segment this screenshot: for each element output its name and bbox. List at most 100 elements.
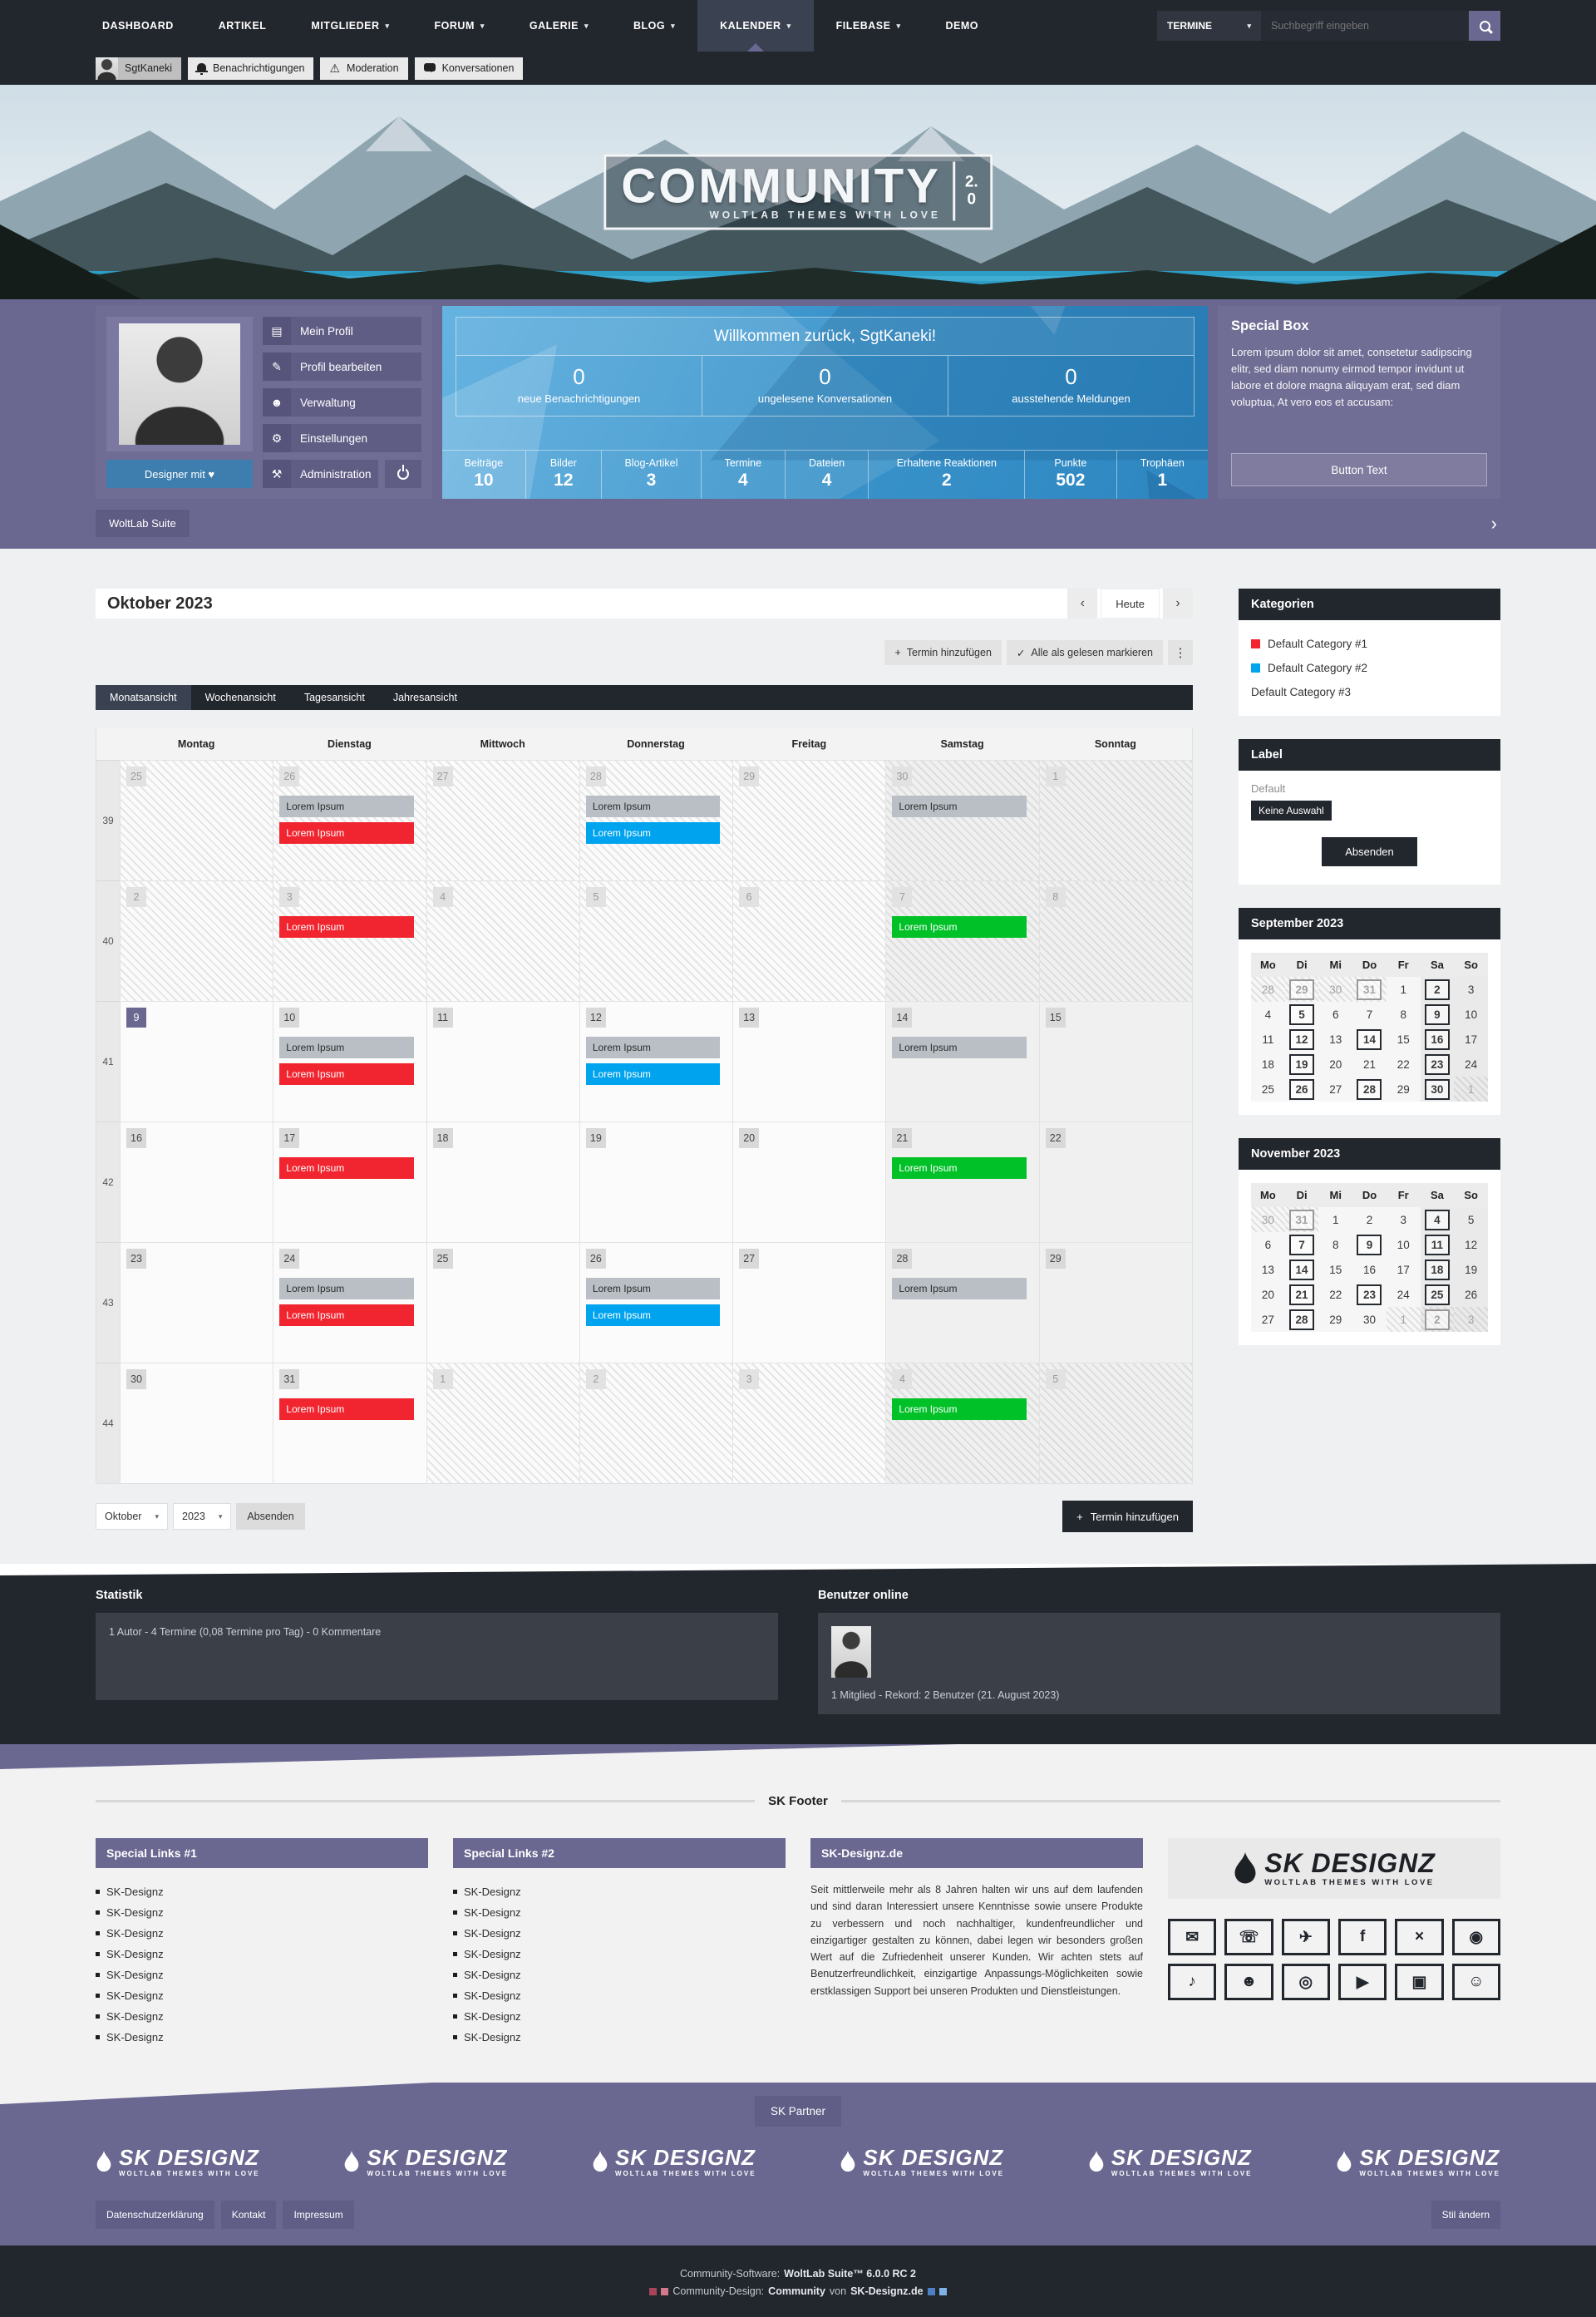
footer-link[interactable]: SK-Designz bbox=[96, 2006, 428, 2027]
counter-erhaltene-reaktionen[interactable]: Erhaltene Reaktionen 2 bbox=[868, 451, 1024, 499]
calendar-day-cell[interactable]: 28 Lorem Ipsum Lorem Ipsum bbox=[579, 760, 733, 880]
event-red[interactable]: Lorem Ipsum bbox=[279, 1157, 414, 1179]
mark-all-read-button[interactable]: ✓ Alle als gelesen markieren bbox=[1006, 640, 1163, 665]
calendar-day-cell[interactable]: 24 Lorem Ipsum Lorem Ipsum bbox=[273, 1242, 426, 1363]
woltlab-suite-button[interactable]: WoltLab Suite bbox=[96, 510, 190, 537]
search-button[interactable] bbox=[1469, 11, 1500, 41]
mini-day-cell[interactable]: 14 bbox=[1352, 1027, 1387, 1052]
mini-day-cell[interactable]: 20 bbox=[1251, 1282, 1285, 1307]
footer-link[interactable]: SK-Designz bbox=[96, 1881, 428, 1902]
calendar-day-cell[interactable]: 21 Lorem Ipsum bbox=[885, 1122, 1039, 1242]
calendar-day-cell[interactable]: 13 bbox=[732, 1001, 886, 1122]
calendar-day-cell[interactable]: 29 bbox=[1038, 1242, 1192, 1363]
calendar-day-cell[interactable]: 11 bbox=[426, 1001, 579, 1122]
counter-beitr-ge[interactable]: Beiträge 10 bbox=[442, 451, 525, 499]
calendar-day-cell[interactable]: 16 bbox=[120, 1122, 273, 1242]
nav-item-filebase[interactable]: FILEBASE ▾ bbox=[814, 0, 924, 52]
calendar-day-cell[interactable]: 27 bbox=[732, 1242, 886, 1363]
design-name[interactable]: Community bbox=[768, 2285, 825, 2297]
counter-dateien[interactable]: Dateien 4 bbox=[784, 451, 869, 499]
mini-day-cell[interactable]: 12 bbox=[1284, 1027, 1319, 1052]
calendar-day-cell[interactable]: 3 Lorem Ipsum bbox=[273, 880, 426, 1001]
calendar-day-cell[interactable]: 2 bbox=[579, 1363, 733, 1483]
style-change-button[interactable]: Stil ändern bbox=[1431, 2201, 1500, 2229]
event-blue[interactable]: Lorem Ipsum bbox=[585, 1304, 721, 1326]
category-item[interactable]: Default Category #1 bbox=[1251, 632, 1488, 656]
logout-button[interactable] bbox=[385, 460, 421, 488]
event-gray[interactable]: Lorem Ipsum bbox=[585, 1037, 721, 1058]
mini-day-cell[interactable]: 30 bbox=[1420, 1077, 1455, 1102]
footer-link[interactable]: SK-Designz bbox=[96, 2027, 428, 2048]
mini-day-cell[interactable]: 22 bbox=[1318, 1282, 1353, 1307]
social-mail-button[interactable]: ✉ bbox=[1168, 1919, 1217, 1955]
nav-item-demo[interactable]: DEMO bbox=[923, 0, 1001, 52]
nav-item-artikel[interactable]: ARTIKEL bbox=[196, 0, 289, 52]
partner-logo[interactable]: SK DESIGNZ WOLTLAB THEMES WITH LOVE bbox=[343, 2147, 508, 2177]
event-blue[interactable]: Lorem Ipsum bbox=[585, 1063, 721, 1085]
counter-punkte[interactable]: Punkte 502 bbox=[1024, 451, 1116, 499]
mini-day-cell[interactable]: 15 bbox=[1318, 1257, 1353, 1282]
calendar-day-cell[interactable]: 27 bbox=[426, 760, 579, 880]
calendar-day-cell[interactable]: 4 Lorem Ipsum bbox=[885, 1363, 1039, 1483]
mini-day-cell[interactable]: 9 bbox=[1352, 1232, 1387, 1257]
calendar-day-cell[interactable]: 26 Lorem Ipsum Lorem Ipsum bbox=[579, 1242, 733, 1363]
mini-day-cell[interactable]: 30 bbox=[1352, 1307, 1387, 1332]
mini-day-cell[interactable]: 18 bbox=[1251, 1052, 1285, 1077]
footer-link[interactable]: SK-Designz bbox=[96, 1902, 428, 1923]
calendar-day-cell[interactable]: 3 bbox=[732, 1363, 886, 1483]
social-instagram-button[interactable]: ◉ bbox=[1451, 1919, 1500, 1955]
calendar-day-cell[interactable]: 28 Lorem Ipsum bbox=[885, 1242, 1039, 1363]
link-kontakt[interactable]: Kontakt bbox=[220, 2201, 277, 2229]
partner-logo[interactable]: SK DESIGNZ WOLTLAB THEMES WITH LOVE bbox=[96, 2147, 260, 2177]
software-value[interactable]: WoltLab Suite™ 6.0.0 RC 2 bbox=[784, 2268, 916, 2280]
category-item[interactable]: Default Category #3 bbox=[1251, 680, 1488, 704]
calendar-day-cell[interactable]: 2 bbox=[120, 880, 273, 1001]
calendar-day-cell[interactable]: 15 bbox=[1038, 1001, 1192, 1122]
profile-avatar[interactable] bbox=[119, 323, 240, 445]
mini-day-cell[interactable]: 27 bbox=[1318, 1077, 1353, 1102]
event-gray[interactable]: Lorem Ipsum bbox=[892, 1278, 1027, 1299]
mini-day-cell[interactable]: 1 bbox=[1454, 1077, 1488, 1102]
mini-day-cell[interactable]: 15 bbox=[1386, 1027, 1421, 1052]
calendar-day-cell[interactable]: 8 bbox=[1038, 880, 1192, 1001]
event-gray[interactable]: Lorem Ipsum bbox=[279, 1278, 414, 1299]
prev-month-button[interactable]: ‹ bbox=[1067, 589, 1098, 619]
counter-troph-en[interactable]: Trophäen 1 bbox=[1116, 451, 1208, 499]
mini-day-cell[interactable]: 5 bbox=[1284, 1002, 1319, 1027]
nav-item-blog[interactable]: BLOG ▾ bbox=[611, 0, 697, 52]
calendar-day-cell[interactable]: 4 bbox=[426, 880, 579, 1001]
today-button[interactable]: Heute bbox=[1101, 589, 1160, 619]
mini-day-cell[interactable]: 14 bbox=[1284, 1257, 1319, 1282]
mini-day-cell[interactable]: 9 bbox=[1420, 1002, 1455, 1027]
calendar-day-cell[interactable]: 19 bbox=[579, 1122, 733, 1242]
calendar-day-cell[interactable]: 5 bbox=[579, 880, 733, 1001]
add-event-button[interactable]: + Termin hinzufügen bbox=[884, 640, 1002, 665]
mini-day-cell[interactable]: 2 bbox=[1420, 977, 1455, 1002]
partner-logo[interactable]: SK DESIGNZ WOLTLAB THEMES WITH LOVE bbox=[592, 2147, 756, 2177]
calendar-day-cell[interactable]: 18 bbox=[426, 1122, 579, 1242]
nav-item-dashboard[interactable]: DASHBOARD bbox=[80, 0, 196, 52]
footer-link[interactable]: SK-Designz bbox=[96, 1965, 428, 1985]
mini-day-cell[interactable]: 25 bbox=[1420, 1282, 1455, 1307]
mini-day-cell[interactable]: 26 bbox=[1284, 1077, 1319, 1102]
social-twitch-button[interactable]: ▣ bbox=[1395, 1964, 1444, 2000]
nav-item-forum[interactable]: FORUM ▾ bbox=[412, 0, 507, 52]
calendar-day-cell[interactable]: 14 Lorem Ipsum bbox=[885, 1001, 1039, 1122]
footer-link[interactable]: SK-Designz bbox=[453, 1881, 786, 1902]
mini-day-cell[interactable]: 6 bbox=[1251, 1232, 1285, 1257]
social-teamspeak-button[interactable]: ◎ bbox=[1281, 1964, 1330, 2000]
mini-day-cell[interactable]: 29 bbox=[1284, 977, 1319, 1002]
calendar-day-cell[interactable]: 12 Lorem Ipsum Lorem Ipsum bbox=[579, 1001, 733, 1122]
label-selection-badge[interactable]: Keine Auswahl bbox=[1251, 801, 1332, 821]
event-red[interactable]: Lorem Ipsum bbox=[279, 1304, 414, 1326]
online-user-avatar[interactable] bbox=[831, 1626, 871, 1678]
userbar-moderation[interactable]: ⚠ Moderation bbox=[320, 57, 408, 80]
mini-day-cell[interactable]: 2 bbox=[1352, 1207, 1387, 1232]
mini-day-cell[interactable]: 13 bbox=[1318, 1027, 1353, 1052]
counter-bilder[interactable]: Bilder 12 bbox=[525, 451, 601, 499]
footer-link[interactable]: SK-Designz bbox=[453, 2027, 786, 2048]
mini-day-cell[interactable]: 30 bbox=[1318, 977, 1353, 1002]
event-green[interactable]: Lorem Ipsum bbox=[892, 1157, 1027, 1179]
footer-link[interactable]: SK-Designz bbox=[96, 1944, 428, 1965]
event-gray[interactable]: Lorem Ipsum bbox=[585, 796, 721, 817]
